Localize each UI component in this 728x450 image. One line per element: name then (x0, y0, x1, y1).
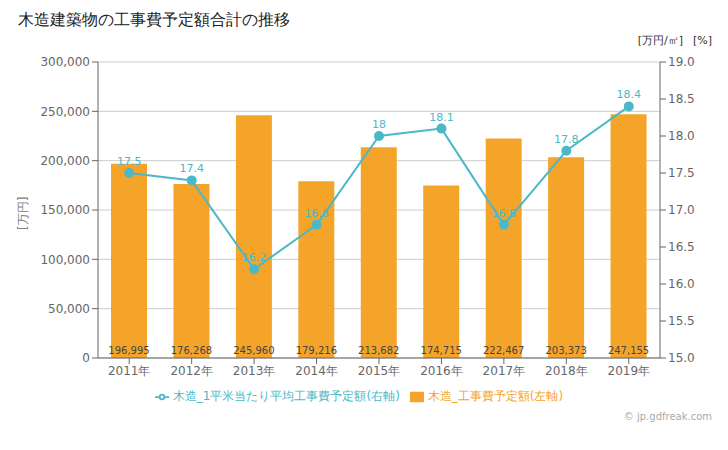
html-text:木造_1平米当たり平均工事費予定額(右軸): 木造_1平米当たり平均工事費予定額(右軸) (172, 389, 400, 403)
svg-text:2012年: 2012年 (170, 364, 213, 378)
html-text:木造_工事費予定額(左軸): 木造_工事費予定額(左軸) (427, 389, 564, 403)
svg-text:16.0: 16.0 (668, 277, 695, 291)
svg-text:100,000: 100,000 (40, 253, 90, 267)
svg-text:196,995: 196,995 (108, 345, 149, 356)
svg-text:15.0: 15.0 (668, 351, 695, 365)
svg-text:247,155: 247,155 (608, 345, 649, 356)
svg-text:245,960: 245,960 (233, 345, 274, 356)
svg-text:16.8: 16.8 (304, 207, 329, 220)
svg-text:17.0: 17.0 (668, 203, 695, 217)
svg-text:179,216: 179,216 (296, 345, 337, 356)
svg-text:18: 18 (372, 118, 386, 131)
svg-text:18.5: 18.5 (668, 92, 695, 106)
svg-text:15.5: 15.5 (668, 314, 695, 328)
svg-text:2016年: 2016年 (420, 364, 463, 378)
svg-text:0: 0 (82, 351, 90, 365)
svg-text:2017年: 2017年 (483, 364, 526, 378)
svg-text:16.5: 16.5 (668, 240, 695, 254)
svg-text:176,268: 176,268 (171, 345, 212, 356)
svg-text:2013年: 2013年 (233, 364, 276, 378)
svg-text:17.5: 17.5 (117, 155, 142, 168)
html-text:[万円/㎡]: [万円/㎡] (637, 34, 683, 47)
svg-text:[万円]: [万円] (16, 197, 30, 230)
svg-text:18.4: 18.4 (617, 88, 642, 101)
svg-text:2018年: 2018年 (545, 364, 588, 378)
svg-text:18.1: 18.1 (429, 111, 454, 124)
svg-text:2015年: 2015年 (358, 364, 401, 378)
svg-text:17.5: 17.5 (668, 166, 695, 180)
svg-text:2011年: 2011年 (108, 364, 151, 378)
svg-text:50,000: 50,000 (48, 302, 90, 316)
svg-text:2019年: 2019年 (608, 364, 651, 378)
svg-text:222,467: 222,467 (483, 345, 524, 356)
svg-text:200,000: 200,000 (40, 154, 90, 168)
svg-text:17.4: 17.4 (179, 162, 204, 175)
svg-text:174,715: 174,715 (421, 345, 462, 356)
svg-text:17.8: 17.8 (554, 133, 579, 146)
svg-text:150,000: 150,000 (40, 203, 90, 217)
html-text:木造建築物の工事費予定額合計の推移: 木造建築物の工事費予定額合計の推移 (18, 10, 290, 29)
svg-text:19.0: 19.0 (668, 55, 695, 69)
svg-text:213,682: 213,682 (358, 345, 399, 356)
html-text:© jp.gdfreak.com: © jp.gdfreak.com (623, 411, 712, 422)
svg-text:250,000: 250,000 (40, 105, 90, 119)
svg-text:18.0: 18.0 (668, 129, 695, 143)
svg-text:2014年: 2014年 (295, 364, 338, 378)
svg-text:16.2: 16.2 (242, 251, 267, 264)
svg-text:203,373: 203,373 (545, 345, 586, 356)
svg-text:16.8: 16.8 (492, 207, 517, 220)
svg-text:300,000: 300,000 (40, 55, 90, 69)
